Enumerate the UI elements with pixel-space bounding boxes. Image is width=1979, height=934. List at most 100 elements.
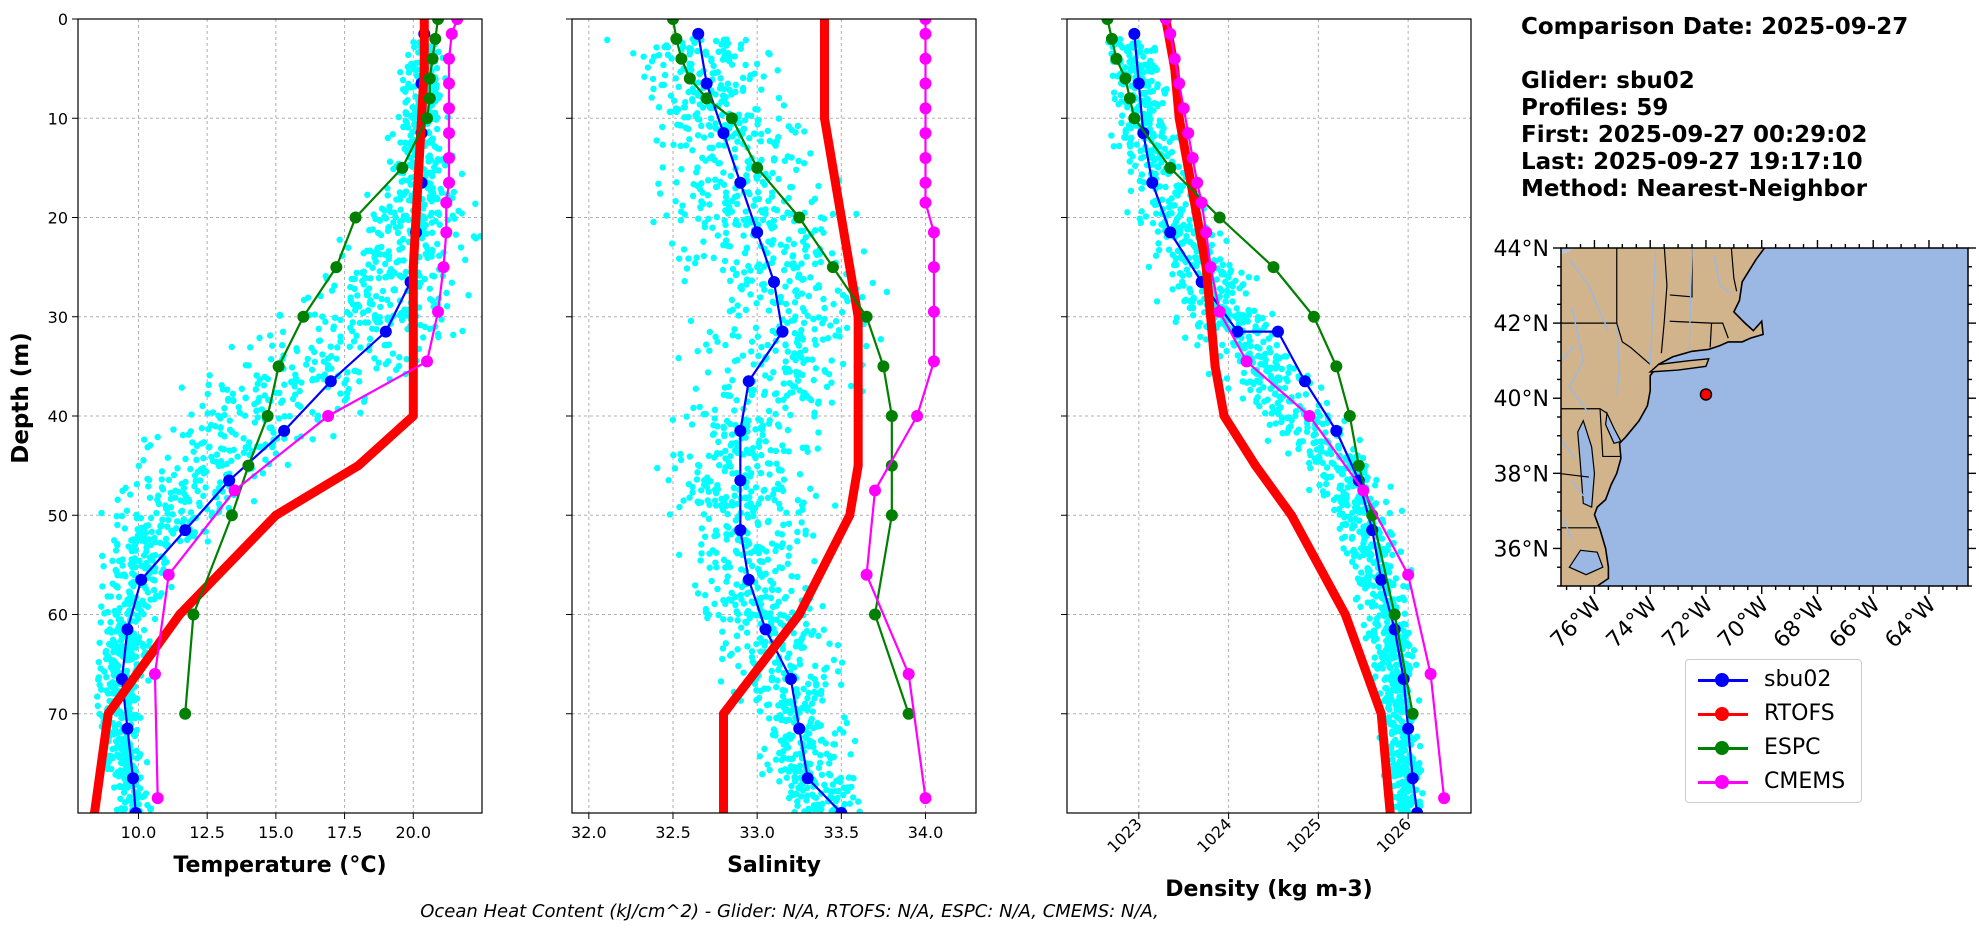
glider-obs-point	[194, 487, 201, 495]
glider-obs-point	[234, 453, 241, 460]
glider-obs-point	[127, 491, 134, 498]
glider-obs-point	[704, 177, 712, 184]
glider-obs-point	[1146, 59, 1153, 67]
glider-obs-point	[226, 426, 234, 434]
series-point-cmems	[1195, 196, 1208, 209]
glider-obs-point	[1172, 318, 1179, 326]
glider-obs-point	[757, 558, 764, 565]
glider-obs-point	[1136, 48, 1144, 56]
glider-obs-point	[118, 805, 125, 812]
glider-obs-point	[718, 111, 726, 119]
glider-obs-point	[128, 547, 136, 555]
glider-obs-point	[683, 413, 690, 420]
glider-obs-point	[757, 495, 765, 502]
glider-obs-point	[1380, 545, 1388, 553]
glider-obs-point	[1240, 369, 1248, 377]
glider-obs-point	[792, 129, 799, 136]
series-point-rtofs	[408, 312, 418, 322]
glider-obs-point	[344, 369, 351, 376]
glider-obs-point	[398, 316, 406, 324]
glider-obs-point	[788, 183, 796, 191]
glider-obs-point	[827, 754, 834, 762]
glider-obs-point	[115, 643, 123, 650]
glider-obs-point	[204, 410, 211, 417]
glider-obs-point	[789, 791, 797, 799]
glider-obs-point	[769, 603, 777, 611]
x-tick-label: 1025	[1283, 814, 1325, 856]
map-lon-label: 74°W	[1602, 592, 1663, 653]
glider-obs-point	[655, 104, 663, 111]
glider-obs-point	[1295, 426, 1302, 433]
series-point-cmems	[1182, 127, 1195, 140]
series-point-sbu02	[1402, 722, 1415, 735]
glider-obs-point	[1145, 263, 1153, 271]
glider-obs-point	[804, 312, 811, 319]
glider-obs-point	[438, 189, 445, 196]
glider-obs-point	[1335, 506, 1343, 513]
glider-obs-point	[383, 296, 391, 304]
glider-obs-point	[458, 170, 466, 178]
series-point-espc	[423, 72, 436, 85]
glider-obs-point	[384, 134, 391, 142]
state-border	[1660, 248, 1668, 354]
glider-obs-point	[813, 723, 821, 730]
glider-obs-point	[669, 416, 677, 423]
series-point-espc	[869, 608, 881, 621]
glider-obs-point	[793, 166, 800, 174]
glider-obs-point	[761, 388, 769, 396]
glider-obs-point	[761, 181, 768, 188]
x-tick-label: 32.5	[655, 823, 691, 842]
glider-obs-point	[396, 218, 404, 225]
glider-obs-point	[685, 255, 692, 262]
glider-obs-point	[1398, 770, 1405, 777]
glider-obs-point	[191, 483, 198, 490]
glider-obs-point	[735, 662, 742, 670]
glider-obs-point	[659, 164, 666, 171]
series-point-espc	[826, 261, 839, 274]
glider-obs-point	[1114, 73, 1121, 80]
glider-obs-point	[391, 269, 398, 277]
glider-obs-point	[96, 639, 103, 646]
glider-obs-point	[801, 308, 808, 315]
series-point-sbu02	[135, 573, 148, 586]
glider-obs-point	[315, 373, 323, 380]
glider-obs-point	[251, 419, 259, 426]
glider-obs-point	[1284, 377, 1291, 385]
series-point-rtofs	[845, 262, 855, 272]
glider-obs-point	[114, 496, 121, 503]
glider-obs-point	[1266, 421, 1273, 429]
glider-obs-point	[773, 616, 780, 623]
glider-obs-point	[675, 354, 682, 362]
glider-obs-point	[834, 641, 842, 649]
glider-obs-point	[734, 192, 741, 200]
series-point-espc	[297, 310, 310, 323]
glider-obs-point	[1285, 369, 1292, 377]
glider-obs-point	[324, 365, 332, 372]
glider-obs-point	[843, 719, 850, 727]
glider-obs-point	[798, 519, 805, 526]
glider-obs-point	[780, 447, 788, 455]
glider-obs-point	[472, 200, 479, 207]
state-border	[1669, 320, 1729, 339]
glider-obs-point	[170, 471, 178, 479]
glider-obs-point	[705, 215, 712, 223]
glider-obs-point	[150, 586, 158, 594]
glider-obs-point	[1402, 759, 1409, 766]
glider-obs-point	[1169, 286, 1176, 293]
series-point-espc	[902, 707, 915, 720]
glider-obs-point	[135, 602, 142, 610]
glider-obs-point	[696, 185, 704, 193]
glider-obs-point	[110, 537, 118, 544]
glider-obs-point	[758, 343, 765, 351]
glider-obs-point	[698, 541, 705, 548]
series-point-sbu02	[776, 325, 789, 338]
glider-obs-point	[1216, 230, 1224, 237]
glider-obs-point	[371, 355, 378, 362]
glider-obs-point	[1146, 88, 1154, 95]
glider-obs-point	[733, 608, 740, 615]
river	[1713, 255, 1732, 294]
river	[1563, 518, 1573, 542]
glider-obs-point	[286, 413, 293, 420]
glider-obs-point	[232, 431, 239, 438]
glider-obs-point	[630, 50, 637, 57]
